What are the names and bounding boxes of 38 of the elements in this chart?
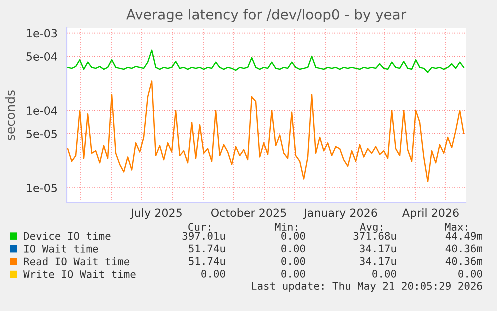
text: 0.00 — [282, 244, 306, 253]
text: 0.00 — [282, 270, 306, 278]
text: 40.36m — [446, 244, 483, 253]
y-tick-label: 1e-05 — [27, 184, 57, 192]
y-tick-label: 5e-04 — [26, 52, 58, 61]
y-tick-label: 5e-05 — [26, 130, 57, 138]
y-axis-title: seconds — [5, 90, 16, 140]
line-series — [67, 80, 465, 183]
text: Last update: Thu May 21 20:05:29 2026 — [252, 282, 482, 292]
text: 34.17u — [360, 257, 396, 266]
text: Min: — [275, 222, 298, 231]
chart-title: Average latency for /dev/loop0 - by year — [126, 9, 407, 23]
x-tick-label: October 2025 — [211, 208, 286, 218]
text: 397.01u — [182, 232, 226, 240]
x-tick-label: January 2026 — [303, 208, 378, 220]
text: Max: — [445, 223, 468, 232]
x-tick-label: July 2025 — [130, 208, 182, 220]
text: 0.00 — [202, 270, 226, 278]
text: 0.00 — [282, 232, 306, 240]
text: Avg: — [360, 223, 382, 234]
text: 371.68u — [354, 232, 396, 240]
text: 34.17u — [360, 244, 396, 253]
text: 0.00 — [458, 270, 482, 278]
legend-label: Write IO Wait time — [24, 270, 136, 278]
legend-label: Read IO Wait time — [24, 258, 130, 266]
line-series — [67, 50, 465, 74]
text: 51.74u — [189, 244, 226, 253]
text: 0.00 — [372, 270, 396, 278]
y-tick-label: 1e-04 — [27, 106, 58, 116]
text: 44.49m — [446, 232, 483, 240]
x-tick-label: April 2026 — [402, 208, 459, 220]
text: Cur: — [188, 223, 210, 232]
text: 51.74u — [189, 258, 226, 266]
text: 0.00 — [282, 257, 306, 266]
legend-label: IO Wait time — [24, 244, 98, 253]
legend-label: Device IO time — [24, 232, 111, 240]
y-tick-label: 1e-03 — [27, 29, 58, 38]
text: 40.36m — [446, 257, 483, 266]
